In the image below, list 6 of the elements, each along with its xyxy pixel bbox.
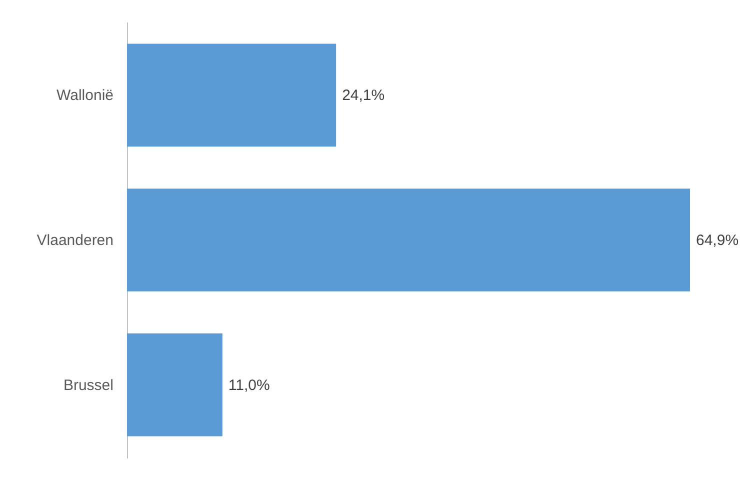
y-tick-label: Wallonië: [56, 87, 114, 104]
y-tick-label: Brussel: [63, 376, 114, 394]
y-tick-label: Vlaanderen: [36, 232, 114, 249]
data-label: 24,1%: [342, 87, 385, 104]
data-label: 64,9%: [696, 232, 739, 249]
data-label: 11,0%: [228, 376, 270, 394]
